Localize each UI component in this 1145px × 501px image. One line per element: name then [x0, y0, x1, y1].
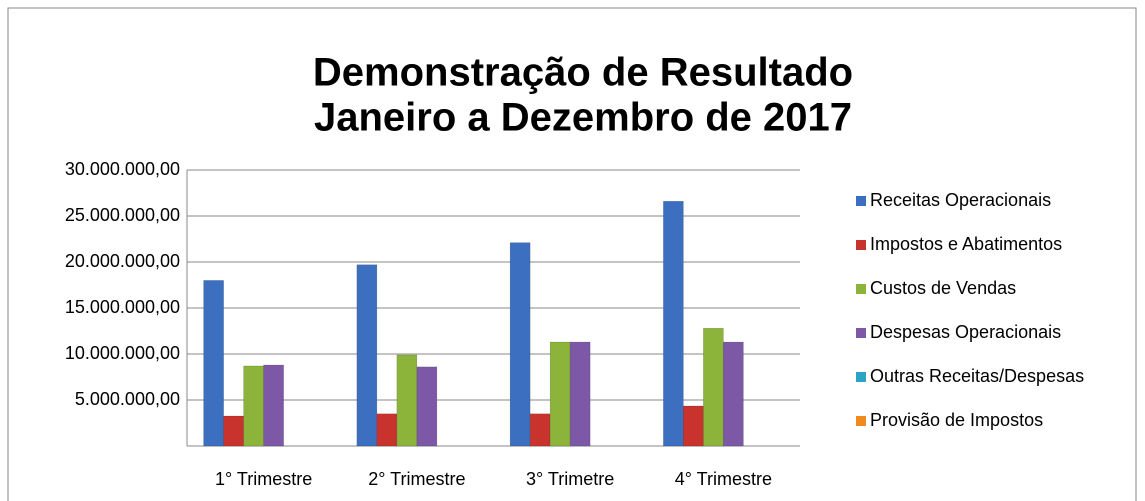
chart-title: Demonstração de Resultado [313, 51, 853, 95]
bar [243, 365, 264, 447]
bar [549, 341, 571, 447]
y-tick-label: 15.000.000,00 [65, 297, 180, 317]
bar [509, 242, 531, 447]
bar [396, 354, 418, 447]
legend-label: Outras Receitas/Despesas [870, 366, 1084, 386]
bar [376, 413, 398, 447]
chart-title: Janeiro a Dezembro de 2017 [314, 96, 852, 140]
bar [663, 201, 684, 447]
bar [416, 366, 438, 447]
bar [223, 415, 244, 447]
bar [723, 341, 744, 447]
legend-label: Receitas Operacionais [870, 190, 1051, 210]
bar [703, 327, 724, 447]
bar [203, 280, 224, 447]
y-tick-label: 25.000.000,00 [65, 205, 180, 225]
legend-swatch [856, 284, 866, 294]
bar [683, 405, 704, 447]
y-tick-label: 30.000.000,00 [65, 159, 180, 179]
x-tick-label: 4° Trimestre [675, 469, 772, 489]
x-tick-label: 2° Trimestre [368, 469, 465, 489]
bar [356, 264, 378, 447]
bar [569, 341, 591, 447]
x-tick-label: 3° Trimetre [526, 469, 614, 489]
x-tick-label: 1° Trimestre [215, 469, 312, 489]
y-tick-label: 5.000.000,00 [75, 389, 180, 409]
legend-label: Despesas Operacionais [870, 322, 1061, 342]
legend-swatch [856, 372, 866, 382]
legend-swatch [856, 240, 866, 250]
legend-swatch [856, 416, 866, 426]
legend-swatch [856, 196, 866, 206]
legend-swatch [856, 328, 866, 338]
y-tick-label: 20.000.000,00 [65, 251, 180, 271]
legend-label: Impostos e Abatimentos [870, 234, 1062, 254]
bar [263, 364, 284, 447]
y-tick-label: 10.000.000,00 [65, 343, 180, 363]
bar [529, 413, 551, 447]
legend-label: Provisão de Impostos [870, 410, 1043, 430]
legend-label: Custos de Vendas [870, 278, 1016, 298]
